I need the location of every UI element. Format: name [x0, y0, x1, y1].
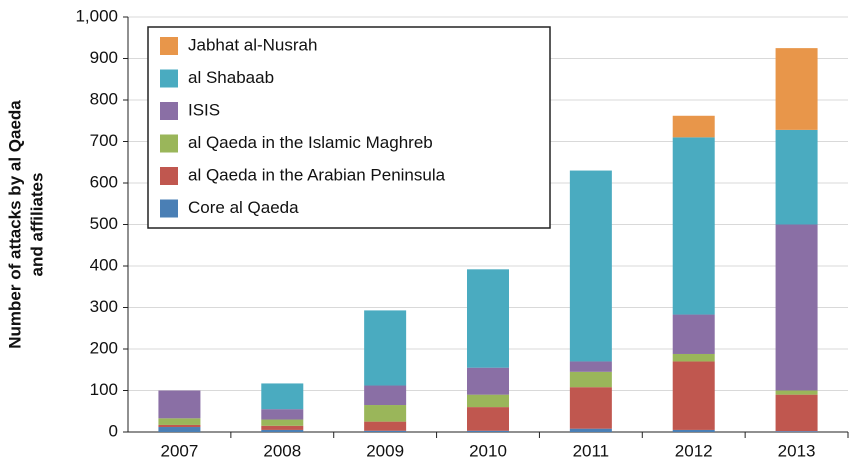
bar-segment [261, 383, 304, 410]
legend-swatch [160, 69, 178, 88]
bar-segment [775, 48, 818, 130]
y-tick-label: 700 [90, 131, 118, 150]
x-tick-label: 2010 [469, 441, 507, 460]
legend-swatch [160, 37, 178, 55]
bar-segment [672, 361, 715, 430]
legend-label: ISIS [188, 100, 220, 119]
bar-segment [158, 418, 201, 425]
x-tick-label: 2009 [366, 441, 404, 460]
y-tick-label: 900 [90, 48, 118, 67]
bar-segment [467, 367, 509, 395]
y-tick-label: 300 [90, 297, 118, 316]
bar-segment [467, 394, 509, 408]
bar-segment [672, 353, 715, 362]
bar-segment [672, 314, 715, 354]
bar-segment [364, 310, 407, 386]
legend-box [147, 26, 551, 229]
bar-segment [158, 424, 201, 428]
legend-swatch [160, 167, 178, 185]
bar-segment [364, 405, 407, 422]
legend-label: al Qaeda in the Islamic Maghreb [188, 133, 433, 152]
bar-segment [261, 419, 304, 426]
bar-segment [569, 170, 612, 362]
x-tick-label: 2012 [675, 441, 713, 460]
bar-segment [261, 429, 304, 432]
bar-segment [775, 390, 818, 395]
legend-label: al Shabaab [188, 68, 274, 87]
x-tick-label: 2013 [778, 441, 816, 460]
bar-segment [364, 421, 407, 431]
bar-segment [672, 115, 715, 138]
bar-segment [467, 407, 509, 431]
bar-segment [775, 394, 818, 432]
bar-segment [672, 429, 715, 432]
legend-swatch [160, 199, 178, 218]
x-tick-label: 2011 [573, 441, 610, 460]
legend-label: Jabhat al-Nusrah [188, 35, 317, 54]
legend-label: al Qaeda in the Arabian Peninsula [188, 165, 446, 184]
y-tick-label: 800 [90, 89, 118, 108]
bar-segment [467, 269, 509, 368]
y-tick-label: 0 [109, 421, 118, 440]
y-tick-label: 600 [90, 172, 118, 191]
bar-segment [775, 129, 818, 225]
bar-segment [775, 431, 818, 432]
legend-swatch [160, 134, 178, 153]
y-tick-label: 1,000 [75, 6, 118, 25]
y-axis-label: Number of attacks by al Qaeda [5, 100, 24, 349]
y-tick-label: 500 [90, 214, 118, 233]
x-tick-label: 2007 [161, 441, 199, 460]
bar-segment [569, 428, 612, 432]
bar-segment [569, 361, 612, 372]
y-tick-label: 100 [90, 380, 118, 399]
bar-segment [261, 425, 304, 430]
bar-segment [261, 409, 304, 420]
bar-segment [364, 385, 407, 406]
legend-swatch [160, 102, 178, 120]
bar-segment [364, 430, 407, 432]
y-tick-label: 200 [90, 338, 118, 357]
bar-segment [775, 224, 818, 391]
bar-segment [467, 430, 509, 432]
x-tick-label: 2008 [263, 441, 301, 460]
legend-label: Core al Qaeda [188, 198, 299, 217]
bar-segment [569, 387, 612, 429]
bar-segment [158, 390, 201, 419]
y-tick-label: 400 [90, 255, 118, 274]
bar-segment [569, 371, 612, 388]
bar-segment [672, 137, 715, 315]
y-axis-label: and affiliates [27, 173, 46, 277]
bar-segment [158, 427, 201, 432]
